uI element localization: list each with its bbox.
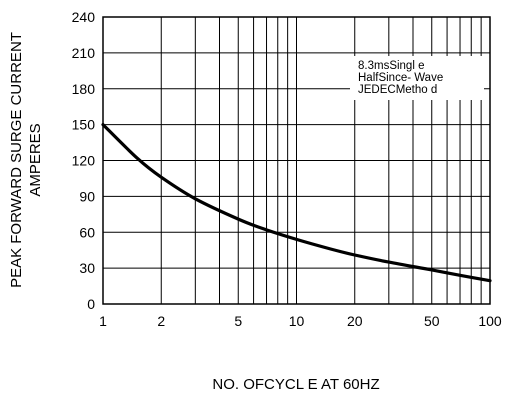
y-tick-label: 210 <box>72 45 96 61</box>
y-tick-label: 30 <box>79 260 95 276</box>
y-tick-label: 60 <box>79 224 95 240</box>
x-tick-label: 100 <box>478 313 502 329</box>
x-tick-label: 10 <box>289 313 305 329</box>
y-axis-label-line-1: PEAK FORWARD SURGE CURRENT <box>8 32 25 288</box>
y-tick-label: 180 <box>72 81 96 97</box>
annotation-line: JEDECMetho d <box>358 84 437 96</box>
annotation-background <box>350 56 484 100</box>
y-axis-label-line-2: AMPERES <box>27 123 44 196</box>
y-tick-label: 0 <box>87 296 95 312</box>
x-tick-label: 5 <box>234 313 242 329</box>
y-tick-label: 240 <box>72 9 96 25</box>
x-tick-label: 20 <box>347 313 363 329</box>
x-tick-label: 50 <box>424 313 440 329</box>
plot-area-frame <box>102 16 491 305</box>
y-tick-label: 120 <box>72 153 96 169</box>
y-tick-labels: 0 30 60 90 120 150 180 210 240 <box>72 9 96 312</box>
annotation-line: HalfSince- Wave <box>358 72 443 84</box>
curve-layer <box>101 123 492 283</box>
annotation-line: 8.3msSingl e <box>358 60 424 72</box>
surge-current-curve <box>101 123 492 283</box>
x-tick-label: 2 <box>157 313 165 329</box>
y-tick-label: 90 <box>79 188 95 204</box>
x-tick-label: 1 <box>99 313 107 329</box>
y-tick-label: 150 <box>72 117 96 133</box>
x-axis-label: NO. OFCYCL E AT 60HZ <box>212 376 379 393</box>
x-tick-labels: 1 2 5 10 20 50 100 <box>99 313 502 329</box>
